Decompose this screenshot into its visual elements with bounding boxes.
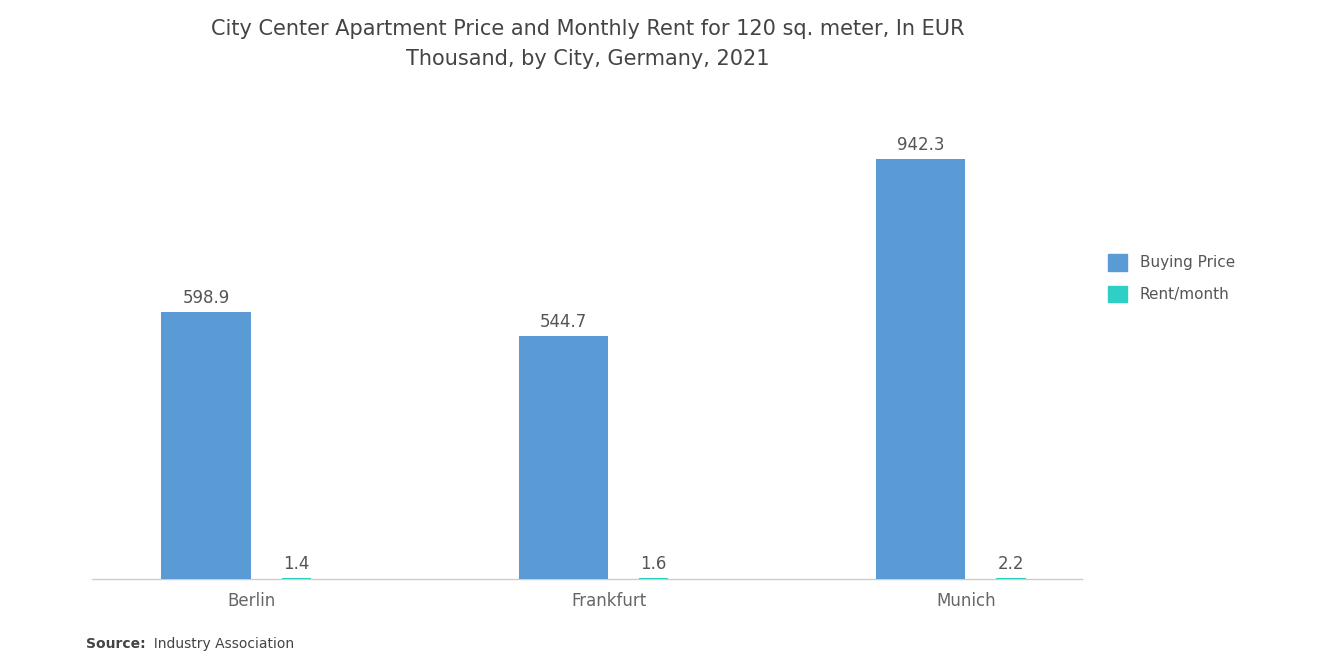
- Text: 2.2: 2.2: [998, 555, 1024, 573]
- Text: 544.7: 544.7: [540, 313, 587, 331]
- Text: 1.4: 1.4: [282, 555, 309, 573]
- Bar: [519, 336, 609, 579]
- Bar: [161, 312, 251, 579]
- Bar: [876, 159, 965, 579]
- Bar: [639, 578, 668, 579]
- Text: 942.3: 942.3: [898, 136, 945, 154]
- Bar: [997, 578, 1026, 579]
- Text: 598.9: 598.9: [182, 289, 230, 307]
- Text: Industry Association: Industry Association: [145, 637, 294, 652]
- Text: 1.6: 1.6: [640, 555, 667, 573]
- Title: City Center Apartment Price and Monthly Rent for 120 sq. meter, In EUR
Thousand,: City Center Apartment Price and Monthly …: [211, 19, 964, 68]
- Text: Source:: Source:: [86, 637, 145, 652]
- Legend: Buying Price, Rent/month: Buying Price, Rent/month: [1100, 246, 1242, 310]
